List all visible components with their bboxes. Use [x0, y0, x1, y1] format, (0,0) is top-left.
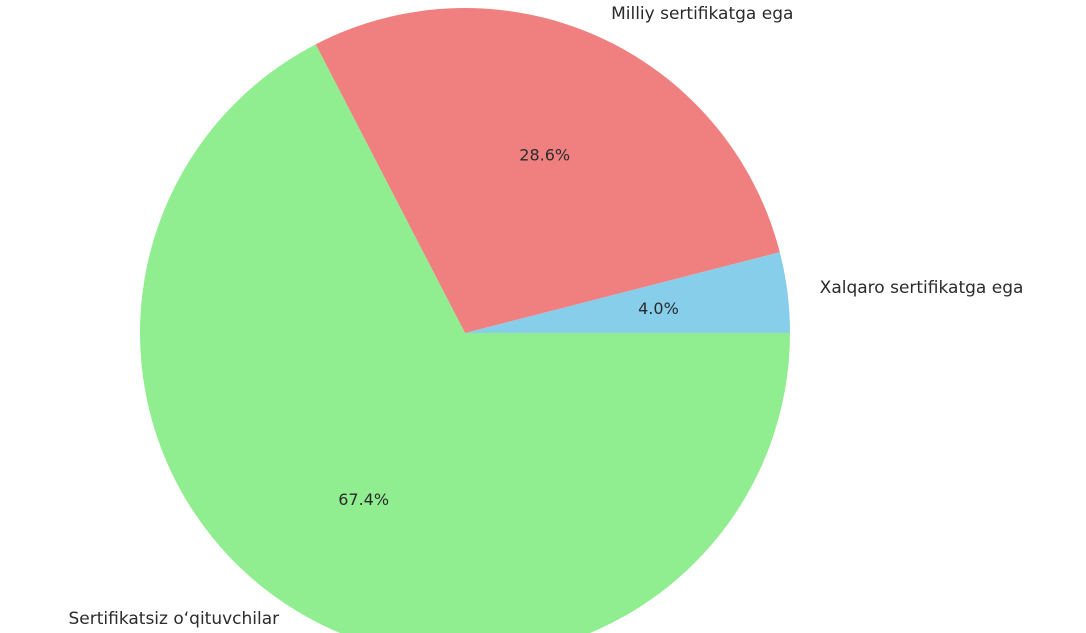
pie-pct-label-2: 67.4% — [338, 490, 389, 509]
pie-category-label-0: Xalqaro sertifikatga ega — [820, 278, 1024, 298]
pie-slice-2 — [140, 44, 790, 633]
pie-slices — [140, 7, 790, 633]
pie-pct-label-0: 4.0% — [638, 299, 679, 318]
pie-slice-0 — [465, 252, 790, 333]
pie-category-label-2: Sertifikatsiz o‘qituvchilar — [68, 609, 279, 629]
pie-slice-1 — [315, 7, 780, 334]
pie-category-label-1: Milliy sertifikatga ega — [611, 4, 793, 24]
pie-labels: 4.0% Xalqaro sertifikatga ega 28.6% Milliy … — [68, 4, 1023, 629]
pie-pct-label-1: 28.6% — [519, 146, 570, 165]
